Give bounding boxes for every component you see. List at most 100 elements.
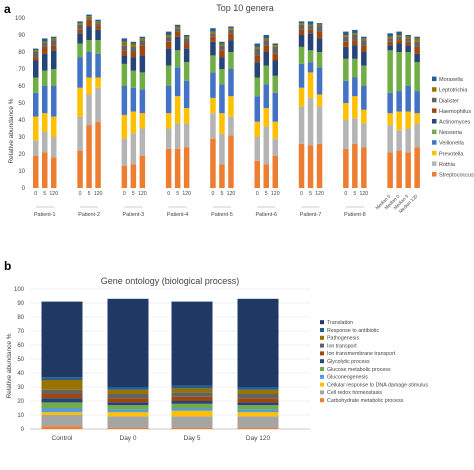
- bar-segment: [263, 65, 269, 85]
- gene-ontology-chart-title: Gene ontology (biological process): [101, 276, 240, 286]
- bar-segment: [95, 87, 101, 122]
- bar-segment: [343, 58, 349, 81]
- bar-segment: [107, 298, 149, 387]
- bar-segment: [165, 148, 172, 188]
- bar-segment: [165, 36, 172, 42]
- bar-segment: [121, 45, 128, 51]
- bar-segment: [42, 131, 48, 153]
- bar-segment: [210, 72, 216, 98]
- x-tick-label: 0: [123, 191, 126, 197]
- x-tick-label: Day 5: [184, 435, 201, 442]
- x-tick-label: Control: [52, 435, 74, 442]
- bar-segment: [165, 86, 172, 114]
- genera-chart-title: Top 10 genera: [216, 3, 274, 13]
- bar-segment: [361, 147, 367, 188]
- legend-swatch: [432, 76, 437, 82]
- bar-segment: [237, 416, 279, 428]
- y-tick-label: 30: [17, 385, 24, 391]
- bar-segment: [139, 40, 146, 46]
- legend-label: Neisseria: [439, 130, 463, 136]
- x-tick-label: 120: [315, 191, 324, 197]
- bar-segment: [174, 24, 181, 27]
- bar-segment: [387, 92, 393, 114]
- bar-segment: [86, 40, 92, 52]
- bar-segment: [95, 53, 101, 78]
- bar-segment: [51, 69, 57, 86]
- bar-segment: [387, 33, 393, 37]
- bar-segment: [107, 409, 149, 413]
- bar-segment: [263, 45, 269, 52]
- legend-label: Translation: [327, 320, 353, 326]
- bar-segment: [405, 111, 411, 129]
- bar-segment: [219, 164, 225, 188]
- bar-segment: [396, 35, 402, 37]
- legend-label: Leptotrichia: [439, 88, 468, 94]
- bar-segment: [171, 403, 213, 408]
- bar-segment: [316, 94, 323, 107]
- bar-segment: [272, 45, 278, 47]
- bar-segment: [107, 416, 149, 428]
- bar-segment: [414, 62, 420, 92]
- bar-segment: [396, 31, 402, 35]
- legend-label: Response to antibiotic: [327, 328, 379, 334]
- legend-label: Carbohydrate metabolic process: [327, 398, 404, 404]
- bar-segment: [352, 77, 358, 97]
- y-tick-label: 60: [18, 84, 25, 90]
- bar-segment: [387, 41, 393, 46]
- bar-segment: [95, 77, 101, 88]
- bar-segment: [174, 123, 181, 149]
- x-tick-label: Day 120: [246, 435, 271, 442]
- bar-segment: [183, 36, 190, 39]
- bar-segment: [298, 35, 305, 47]
- bar-segment: [33, 57, 39, 61]
- bar-segment: [343, 31, 349, 35]
- bar-segment: [171, 388, 213, 393]
- bar-segment: [95, 121, 101, 188]
- bar-segment: [298, 46, 305, 64]
- bar-segment: [316, 26, 323, 32]
- group-label: Patient-2: [78, 212, 100, 218]
- y-tick-label: 100: [15, 16, 26, 22]
- y-tick-label: 90: [18, 33, 25, 39]
- bar-segment: [405, 152, 411, 188]
- bar-segment: [171, 301, 213, 386]
- bar-segment: [174, 28, 181, 32]
- bar-segment: [42, 53, 48, 71]
- bar-segment: [165, 65, 172, 86]
- bar-segment: [210, 138, 216, 188]
- bar-segment: [77, 24, 83, 30]
- bar-segment: [41, 301, 83, 378]
- bar-segment: [272, 60, 278, 76]
- bar-segment: [33, 77, 39, 93]
- bar-segment: [77, 150, 83, 188]
- bar-segment: [139, 128, 146, 156]
- bar-segment: [219, 50, 225, 58]
- bar-segment: [307, 26, 314, 30]
- bar-segment: [86, 19, 92, 27]
- bar-segment: [210, 97, 216, 114]
- x-tick-label: 5: [309, 191, 312, 197]
- gene-ontology-chart-legend: Carbohydrate metabolic process Cell redox…: [320, 320, 428, 404]
- x-tick-label: 120: [360, 191, 369, 197]
- bar-segment: [210, 33, 216, 37]
- bar-segment: [139, 113, 146, 129]
- bar-segment: [33, 140, 39, 156]
- bar-segment: [219, 69, 225, 85]
- legend-swatch: [432, 108, 437, 113]
- bar-segment: [387, 152, 393, 188]
- bar-segment: [263, 40, 269, 46]
- legend-swatch: [320, 320, 324, 325]
- genera-chart: Top 10 genera Relative abundance % 0 10 20…: [8, 3, 474, 218]
- legend-label: Ion transport: [327, 343, 357, 349]
- bar-segment: [343, 41, 349, 47]
- bar-segment: [228, 29, 234, 34]
- bar-segment: [298, 24, 305, 30]
- legend-label: Glycolytic process: [327, 359, 370, 365]
- bar-segment: [228, 96, 234, 117]
- bar-segment: [86, 14, 92, 17]
- bar-segment: [307, 33, 314, 51]
- bar-segment: [95, 23, 101, 27]
- bar-segment: [86, 18, 92, 20]
- bar-segment: [86, 26, 92, 41]
- bar-segment: [51, 36, 57, 39]
